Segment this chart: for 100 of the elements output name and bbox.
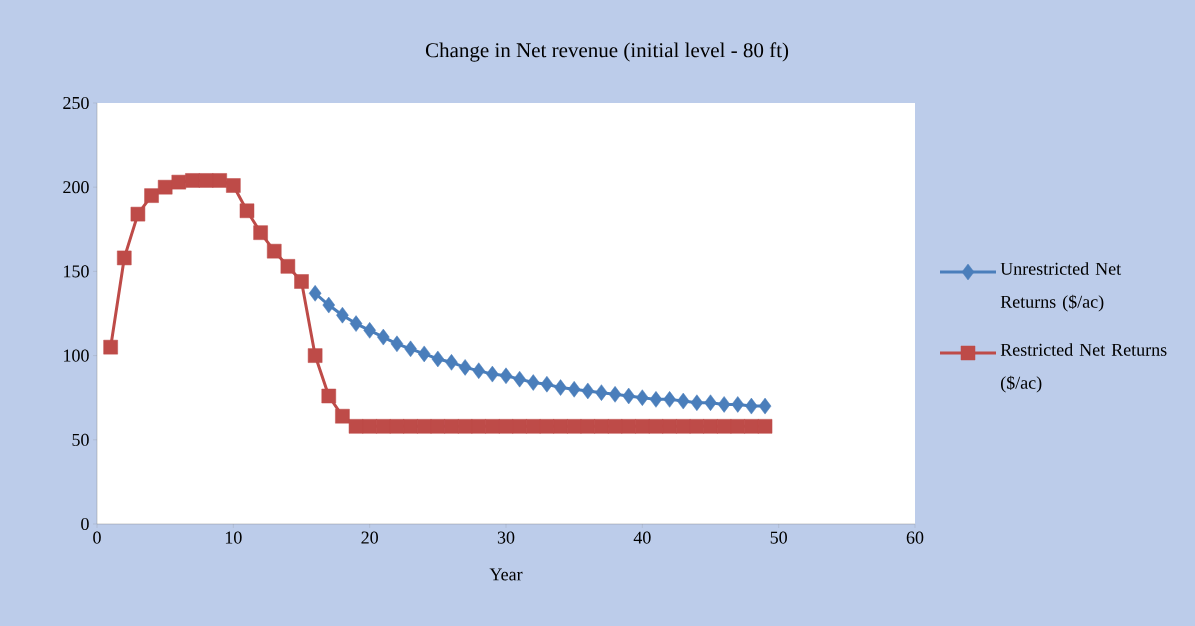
point bbox=[130, 206, 146, 222]
point bbox=[280, 259, 296, 274]
point bbox=[663, 391, 676, 408]
legend-label: Restricted Net Returns ($/ac) bbox=[1000, 343, 1167, 393]
point bbox=[703, 419, 718, 434]
point bbox=[363, 322, 376, 339]
point bbox=[758, 397, 772, 415]
point bbox=[472, 362, 485, 379]
point bbox=[594, 419, 609, 434]
point bbox=[513, 370, 526, 388]
point bbox=[662, 419, 677, 434]
point bbox=[335, 408, 350, 424]
x-tick-label: 50 bbox=[770, 531, 787, 544]
point bbox=[498, 419, 514, 434]
point bbox=[144, 188, 159, 203]
point bbox=[608, 386, 622, 403]
point bbox=[417, 345, 431, 363]
point bbox=[198, 173, 214, 188]
x-tick-label: 30 bbox=[497, 531, 515, 544]
point bbox=[554, 379, 567, 396]
point bbox=[322, 296, 336, 314]
point bbox=[553, 419, 568, 434]
point bbox=[294, 274, 309, 289]
x-tick-label: 40 bbox=[633, 531, 651, 544]
point bbox=[431, 350, 445, 368]
point bbox=[103, 339, 118, 355]
point bbox=[730, 419, 746, 434]
point bbox=[676, 392, 690, 410]
point bbox=[376, 419, 391, 434]
point bbox=[185, 173, 200, 188]
x-tick-label: 0 bbox=[93, 531, 101, 544]
y-tick-label: 50 bbox=[72, 433, 89, 446]
point bbox=[485, 419, 500, 434]
point bbox=[458, 359, 472, 376]
point bbox=[253, 225, 268, 240]
point bbox=[757, 419, 773, 434]
point bbox=[390, 335, 404, 353]
point bbox=[731, 396, 745, 413]
x-tick-label: 10 bbox=[225, 531, 242, 544]
point bbox=[745, 397, 758, 415]
point bbox=[307, 348, 323, 363]
point bbox=[445, 354, 458, 371]
point bbox=[621, 419, 636, 434]
point bbox=[403, 419, 418, 434]
x-axis-title: Year bbox=[489, 568, 523, 581]
chart-title: Change in Net revenue (initial level - 80 ft) bbox=[425, 42, 789, 62]
point bbox=[444, 419, 459, 434]
y-tick-label: 0 bbox=[81, 517, 89, 531]
point bbox=[636, 389, 649, 406]
point bbox=[567, 381, 581, 398]
point bbox=[648, 419, 664, 434]
point bbox=[389, 419, 405, 434]
point bbox=[157, 179, 173, 195]
y-tick-label: 200 bbox=[63, 181, 89, 194]
point bbox=[499, 367, 513, 385]
point bbox=[362, 419, 377, 434]
y-tick-label: 150 bbox=[64, 265, 89, 278]
point bbox=[581, 382, 595, 400]
point bbox=[649, 391, 663, 408]
x-tick-label: 60 bbox=[906, 531, 924, 544]
point bbox=[430, 419, 446, 434]
point bbox=[595, 384, 608, 401]
point bbox=[404, 340, 417, 358]
point bbox=[239, 203, 255, 219]
point bbox=[486, 365, 499, 383]
point bbox=[717, 396, 731, 413]
point bbox=[457, 419, 473, 434]
point bbox=[349, 315, 363, 332]
y-tick-label: 100 bbox=[64, 349, 89, 362]
legend-label: Unrestricted Net Returns ($/ac) bbox=[1000, 262, 1122, 312]
point bbox=[540, 375, 554, 393]
point bbox=[704, 394, 717, 411]
point bbox=[266, 243, 282, 259]
point bbox=[716, 419, 732, 434]
point bbox=[527, 374, 540, 391]
point bbox=[526, 419, 541, 434]
point bbox=[348, 419, 364, 434]
x-tick-label: 20 bbox=[361, 531, 378, 544]
point bbox=[171, 174, 187, 190]
point bbox=[377, 328, 390, 346]
point bbox=[622, 387, 635, 405]
point bbox=[566, 419, 582, 434]
point bbox=[744, 419, 759, 434]
point bbox=[416, 419, 432, 434]
point bbox=[308, 285, 322, 302]
y-tick-label: 250 bbox=[63, 96, 89, 110]
point bbox=[471, 419, 486, 434]
point bbox=[580, 419, 596, 434]
point bbox=[607, 419, 623, 434]
point bbox=[117, 250, 132, 266]
point bbox=[336, 306, 349, 324]
point bbox=[675, 419, 691, 434]
point bbox=[226, 178, 241, 193]
point bbox=[321, 388, 337, 404]
point bbox=[689, 419, 705, 434]
point bbox=[539, 419, 555, 434]
point bbox=[690, 394, 704, 411]
point bbox=[512, 419, 527, 434]
point bbox=[212, 173, 227, 188]
point bbox=[635, 419, 650, 434]
